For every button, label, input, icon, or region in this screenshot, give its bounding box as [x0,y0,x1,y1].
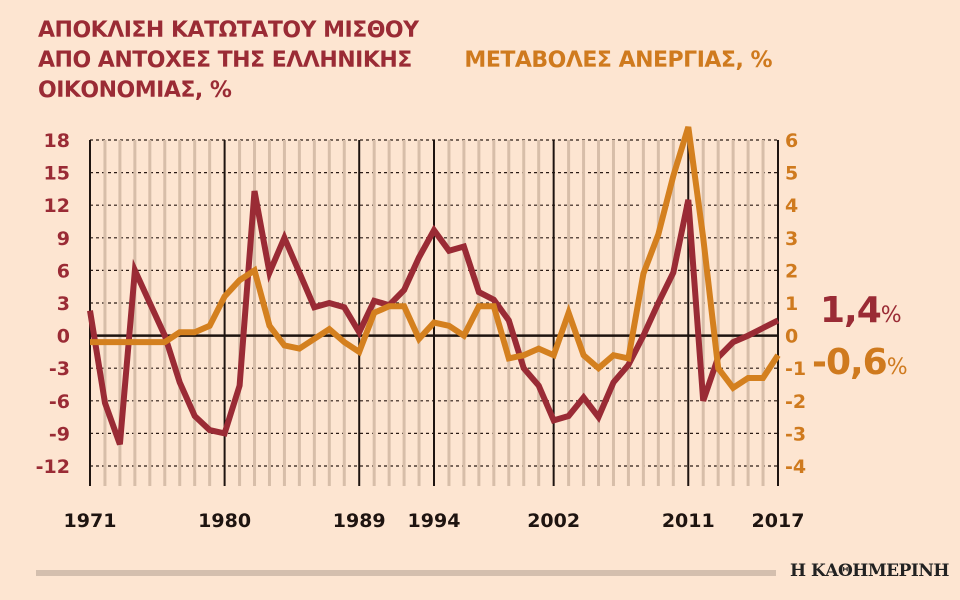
x-tick-label: 1971 [64,510,117,532]
right-tick-label: -3 [785,423,806,445]
right-tick-label: -2 [785,391,806,413]
brand-logo: Η ΚΑΘΗΜΕΡΙΝΗ [790,561,949,581]
right-tick-label: 3 [785,228,798,250]
footer-divider [36,570,776,576]
right-tick-label: -4 [785,456,806,478]
x-tick-label: 2017 [752,510,805,532]
left-tick-label: 12 [44,195,70,217]
x-tick-label: 2002 [527,510,580,532]
left-chart-title: ΑΠΟΚΛΙΣΗ ΚΑΤΩΤΑΤΟΥ ΜΙΣΘΟΥ ΑΠΟ ΑΝΤΟΧΕΣ ΤΗ… [38,18,419,103]
left-tick-label: 15 [44,163,70,185]
orange-end-label: -0,6% [812,342,908,383]
right-tick-label: 4 [785,195,798,217]
red-end-label: 1,4% [820,290,902,331]
unemployment-change-line [90,126,781,392]
left-tick-label: 0 [57,326,70,348]
x-tick-label: 2011 [662,510,715,532]
left-tick-label: -3 [49,358,70,380]
left-tick-label: 9 [57,228,70,250]
right-tick-label: 5 [785,163,798,185]
orange-end-unit: % [886,355,908,380]
red-end-unit: % [880,303,902,328]
left-tick-label: 18 [44,130,70,152]
right-tick-label: -1 [785,358,806,380]
x-tick-label: 1989 [333,510,386,532]
x-tick-label: 1994 [408,510,461,532]
wage-deviation-line [87,190,780,446]
right-tick-label: 6 [785,130,798,152]
left-tick-label: -12 [36,456,70,478]
left-tick-label: -9 [49,423,70,445]
left-tick-label: -6 [49,391,70,413]
left-tick-label: 3 [57,293,70,315]
right-chart-title: ΜΕΤΑΒΟΛΕΣ ΑΝΕΡΓΙΑΣ, % [464,48,772,73]
red-end-value: 1,4 [820,290,882,331]
left-tick-label: 6 [57,260,70,282]
right-tick-label: 0 [785,326,798,348]
right-tick-label: 2 [785,260,798,282]
x-tick-label: 1980 [198,510,251,532]
right-tick-label: 1 [785,293,798,315]
orange-end-value: -0,6 [812,342,888,383]
